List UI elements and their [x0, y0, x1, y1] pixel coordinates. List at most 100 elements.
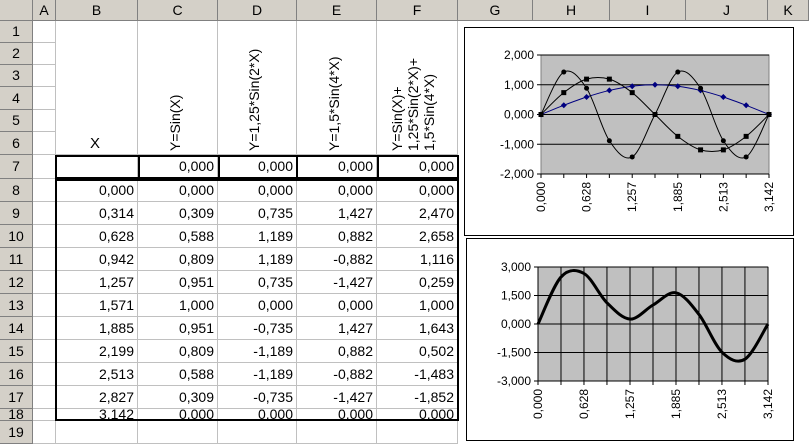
cell-b16[interactable]: 2,513 — [56, 363, 138, 386]
cell-a19[interactable] — [33, 421, 56, 444]
cell-f-header[interactable]: Y=Sin(X)+ 1,25*Sin(2*X)+ 1,5*Sin(4*X) — [377, 21, 458, 155]
cell-b10[interactable]: 0,628 — [56, 225, 138, 248]
cell-c15[interactable]: 0,809 — [138, 340, 218, 363]
cell-d7[interactable]: 0,000 — [218, 155, 297, 179]
cell-e13[interactable]: 0,000 — [297, 294, 377, 317]
cell-e11[interactable]: -0,882 — [297, 248, 377, 271]
row-header-9[interactable]: 9 — [0, 202, 33, 225]
column-header-i[interactable]: I — [610, 0, 686, 21]
row-header-1[interactable]: 1 — [0, 21, 33, 43]
cell-e8[interactable]: 0,000 — [297, 179, 377, 202]
cell-f19[interactable] — [377, 421, 458, 444]
cell-a10[interactable] — [33, 225, 56, 248]
row-header-5[interactable]: 5 — [0, 110, 33, 132]
cell-a17[interactable] — [33, 386, 56, 409]
cell-b-header[interactable]: X — [56, 21, 138, 155]
cell-f9[interactable]: 2,470 — [377, 202, 458, 225]
cell-b11[interactable]: 0,942 — [56, 248, 138, 271]
cell-e14[interactable]: 1,427 — [297, 317, 377, 340]
cell-c18[interactable]: 0,000 — [138, 409, 218, 421]
cell-e10[interactable]: 0,882 — [297, 225, 377, 248]
cell-f7[interactable]: 0,000 — [377, 155, 458, 179]
row-header-7[interactable]: 7 — [0, 155, 33, 179]
cell-f13[interactable]: 1,000 — [377, 294, 458, 317]
row-header-13[interactable]: 13 — [0, 294, 33, 317]
cell-e15[interactable]: 0,882 — [297, 340, 377, 363]
cell-a7[interactable] — [33, 155, 56, 179]
cell-c10[interactable]: 0,588 — [138, 225, 218, 248]
cell-f17[interactable]: -1,852 — [377, 386, 458, 409]
cell-c19[interactable] — [138, 421, 218, 444]
cell-b19[interactable] — [56, 421, 138, 444]
cell-b8[interactable]: 0,000 — [56, 179, 138, 202]
cell-e16[interactable]: -0,882 — [297, 363, 377, 386]
row-header-11[interactable]: 11 — [0, 248, 33, 271]
column-header-j[interactable]: J — [686, 0, 768, 21]
column-header-g[interactable]: G — [458, 0, 533, 21]
row-header-19[interactable]: 19 — [0, 421, 33, 444]
cell-d10[interactable]: 1,189 — [218, 225, 297, 248]
column-header-k[interactable]: K — [768, 0, 809, 21]
cell-f14[interactable]: 1,643 — [377, 317, 458, 340]
row-header-16[interactable]: 16 — [0, 363, 33, 386]
cell-c11[interactable]: 0,809 — [138, 248, 218, 271]
cell-c12[interactable]: 0,951 — [138, 271, 218, 294]
cell-f15[interactable]: 0,502 — [377, 340, 458, 363]
row-header-18[interactable]: 18 — [0, 407, 33, 421]
column-header-d[interactable]: D — [218, 0, 297, 21]
cell-f16[interactable]: -1,483 — [377, 363, 458, 386]
cell-e17[interactable]: -1,427 — [297, 386, 377, 409]
cell-d13[interactable]: 0,000 — [218, 294, 297, 317]
cell-c17[interactable]: 0,309 — [138, 386, 218, 409]
row-header-15[interactable]: 15 — [0, 340, 33, 363]
cell-a4[interactable] — [33, 87, 56, 110]
cell-a5[interactable] — [33, 110, 56, 132]
cell-a14[interactable] — [33, 317, 56, 340]
cell-f18[interactable]: 0,000 — [377, 409, 458, 421]
cell-a3[interactable] — [33, 65, 56, 87]
column-header-b[interactable]: B — [56, 0, 138, 21]
row-header-14[interactable]: 14 — [0, 317, 33, 340]
cell-d9[interactable]: 0,735 — [218, 202, 297, 225]
cell-c14[interactable]: 0,951 — [138, 317, 218, 340]
cell-a18[interactable] — [33, 409, 56, 421]
cell-d12[interactable]: 0,735 — [218, 271, 297, 294]
chart-sum[interactable]: 3,000 1,500 0,000 -1,500 -3,000 0,000 0,628 1,2… — [466, 238, 794, 441]
cell-b18[interactable]: 3,142 — [56, 409, 138, 421]
cell-e-header[interactable]: Y=1,5*Sin(4*X) — [297, 21, 377, 155]
cell-f11[interactable]: 1,116 — [377, 248, 458, 271]
cell-c7[interactable]: 0,000 — [138, 155, 218, 179]
row-header-2[interactable]: 2 — [0, 43, 33, 65]
cell-e18[interactable]: 0,000 — [297, 409, 377, 421]
cell-d19[interactable] — [218, 421, 297, 444]
cell-b13[interactable]: 1,571 — [56, 294, 138, 317]
row-header-12[interactable]: 12 — [0, 271, 33, 294]
cell-f8[interactable]: 0,000 — [377, 179, 458, 202]
cell-a6[interactable] — [33, 132, 56, 155]
cell-e7[interactable]: 0,000 — [297, 155, 377, 179]
column-header-c[interactable]: C — [138, 0, 218, 21]
cell-b15[interactable]: 2,199 — [56, 340, 138, 363]
cell-a15[interactable] — [33, 340, 56, 363]
column-header-f[interactable]: F — [377, 0, 458, 21]
cell-d8[interactable]: 0,000 — [218, 179, 297, 202]
chart-components[interactable]: 2,000 1,000 0,000 -1,000 -2,000 0,000 0,628 1,2… — [464, 27, 794, 236]
row-header-6[interactable]: 6 — [0, 132, 33, 155]
column-header-a[interactable]: A — [33, 0, 56, 21]
row-header-10[interactable]: 10 — [0, 225, 33, 248]
cell-d14[interactable]: -0,735 — [218, 317, 297, 340]
cell-c9[interactable]: 0,309 — [138, 202, 218, 225]
cell-a11[interactable] — [33, 248, 56, 271]
cell-b14[interactable]: 1,885 — [56, 317, 138, 340]
cell-d17[interactable]: -0,735 — [218, 386, 297, 409]
cell-f10[interactable]: 2,658 — [377, 225, 458, 248]
row-header-8[interactable]: 8 — [0, 179, 33, 202]
cell-a9[interactable] — [33, 202, 56, 225]
cell-b7[interactable] — [56, 155, 138, 179]
cell-b9[interactable]: 0,314 — [56, 202, 138, 225]
column-header-h[interactable]: H — [533, 0, 610, 21]
cell-d16[interactable]: -1,189 — [218, 363, 297, 386]
cell-a16[interactable] — [33, 363, 56, 386]
cell-b12[interactable]: 1,257 — [56, 271, 138, 294]
cell-e12[interactable]: -1,427 — [297, 271, 377, 294]
